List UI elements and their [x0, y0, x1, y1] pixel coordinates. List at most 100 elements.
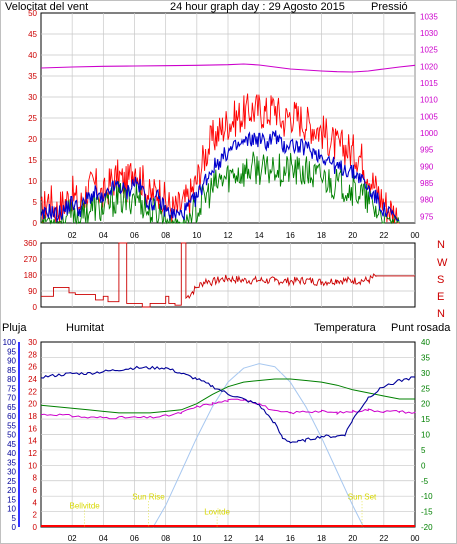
wind-x-tick-label: 04: [99, 231, 108, 240]
humidity-tick-label: 60: [7, 412, 16, 421]
wind-x-tick-label: 00: [411, 231, 420, 240]
legend-temperature: Temperatura: [314, 322, 377, 334]
sun-annotation-label: Bellvitde: [70, 502, 101, 511]
temperature-tick-label: 40: [421, 338, 430, 347]
wind-tick-label: 5: [33, 198, 38, 207]
wind-tick-label: 50: [28, 9, 37, 18]
temperature-tick-label: 5: [421, 446, 426, 455]
wind-x-tick-label: 06: [130, 231, 139, 240]
temperature-tick-label: 15: [421, 415, 430, 424]
compass-label: S: [437, 274, 444, 286]
rain-tick-label: 10: [28, 461, 37, 470]
rain-tick-label: 8: [33, 474, 38, 483]
wind-tick-label: 30: [28, 93, 37, 102]
temperature-tick-label: 25: [421, 384, 430, 393]
temperature-tick-label: 10: [421, 431, 430, 440]
rain-tick-label: 0: [33, 523, 38, 532]
direction-line: [41, 242, 415, 308]
pressure-tick-label: 990: [420, 162, 434, 171]
rain-tick-label: 16: [28, 424, 37, 433]
humidity-tick-label: 70: [7, 394, 16, 403]
direction-tick-label: 270: [24, 255, 38, 264]
pressure-y-axis: 975 980 985 990 995 1000 1005 1010 1015 1020 1025 1…: [420, 12, 438, 221]
humidity-y-axis: 0510152025303540455055606570758085909510…: [3, 338, 17, 532]
temperature-tick-label: 0: [421, 461, 426, 470]
rain-tick-label: 26: [28, 363, 37, 372]
wind-tick-label: 10: [28, 177, 37, 186]
temperature-tick-label: 35: [421, 353, 430, 362]
humidity-tick-label: 75: [7, 384, 16, 393]
humidity-tick-label: 65: [7, 403, 16, 412]
wind-min-line: [41, 151, 400, 225]
rain-tick-label: 18: [28, 412, 37, 421]
rain-tick-label: 14: [28, 437, 37, 446]
wind-tick-label: 35: [28, 72, 37, 81]
direction-tick-label: 360: [24, 239, 38, 248]
humidity-x-tick-label: 16: [286, 534, 295, 543]
pressure-tick-label: 1035: [420, 12, 438, 21]
compass-label: N: [437, 239, 445, 251]
rain-tick-label: 4: [33, 498, 38, 507]
humidity-tick-label: 45: [7, 440, 16, 449]
wind-tick-label: 0: [33, 219, 38, 228]
wind-x-tick-label: 10: [192, 231, 201, 240]
wind-x-tick-label: 20: [348, 231, 357, 240]
compass-label: N: [437, 308, 445, 320]
humidity-x-tick-label: 14: [255, 534, 264, 543]
wind-x-tick-label: 02: [68, 231, 77, 240]
humidity-tick-label: 20: [7, 486, 16, 495]
direction-tick-label: 90: [28, 287, 37, 296]
humidity-tick-label: 100: [3, 338, 17, 347]
pressure-tick-label: 1015: [420, 79, 438, 88]
pressure-tick-label: 975: [420, 212, 434, 221]
direction-series: [41, 242, 415, 308]
sun-elevation-line: [152, 363, 365, 528]
humidity-tick-label: 0: [12, 523, 17, 532]
pressure-tick-label: 1025: [420, 46, 438, 55]
humidity-tick-label: 35: [7, 458, 16, 467]
direction-tick-label: 180: [24, 271, 38, 280]
wind-avg-line: [40, 130, 400, 224]
temperature-tick-label: -10: [421, 492, 433, 501]
wind-y-axis: 0 5 10 15 20 25 30 35 40 45 50: [28, 9, 37, 228]
wind-x-tick-label: 22: [379, 231, 388, 240]
humidity-x-tick-label: 06: [130, 534, 139, 543]
humidity-x-tick-label: 02: [68, 534, 77, 543]
rain-tick-label: 6: [33, 486, 38, 495]
legend-dewpoint: Punt rosada: [391, 322, 451, 334]
humidity-tick-label: 90: [7, 357, 16, 366]
pressure-tick-label: 980: [420, 196, 434, 205]
compass-label: W: [437, 257, 448, 269]
humidity-x-tick-label: 10: [192, 534, 201, 543]
humidity-tick-label: 30: [7, 468, 16, 477]
humidity-line: [40, 365, 416, 444]
temperature-tick-label: 20: [421, 400, 430, 409]
wind-x-axis: 02 04 06 08 10 12 14 16 18 20 22 00: [68, 231, 420, 240]
compass-label: E: [437, 291, 444, 303]
temperature-line: [40, 378, 415, 414]
sun-annotation-label: Lovitde: [204, 508, 230, 517]
temperature-tick-label: 30: [421, 369, 430, 378]
temperature-tick-label: -15: [421, 508, 433, 517]
humidity-tick-label: 55: [7, 421, 16, 430]
humidity-tick-label: 50: [7, 431, 16, 440]
pressure-tick-label: 1030: [420, 29, 438, 38]
pressure-line: [40, 63, 416, 73]
pressure-tick-label: 1020: [420, 62, 438, 71]
direction-grid: [41, 243, 415, 307]
humidity-tick-label: 95: [7, 347, 16, 356]
humidity-tick-label: 15: [7, 495, 16, 504]
wind-tick-label: 25: [28, 114, 37, 123]
rain-tick-label: 20: [28, 400, 37, 409]
wind-tick-label: 20: [28, 135, 37, 144]
humidity-tick-label: 80: [7, 375, 16, 384]
pressure-tick-label: 985: [420, 179, 434, 188]
humidity-tick-label: 85: [7, 366, 16, 375]
direction-y-axis: 0 90 180 270 360: [24, 239, 38, 312]
direction-tick-label: 0: [33, 303, 38, 312]
humidity-tick-label: 5: [12, 514, 17, 523]
